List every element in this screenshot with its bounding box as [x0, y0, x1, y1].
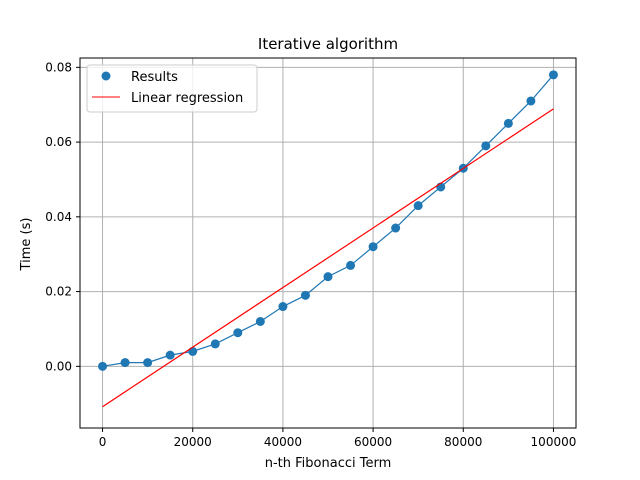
results-point [143, 358, 153, 368]
y-axis: 0.00 0.02 0.04 0.06 0.08 [45, 60, 80, 373]
results-point [346, 260, 356, 270]
y-tick-label: 0.02 [45, 285, 72, 299]
results-point [368, 242, 378, 252]
x-tick-label: 20000 [174, 435, 212, 449]
results-point [481, 141, 491, 151]
x-tick-label: 100000 [531, 435, 577, 449]
results-point [165, 350, 175, 360]
grid [80, 58, 576, 428]
results-point [233, 328, 243, 338]
results-point [413, 201, 423, 211]
legend-label-linear-regression: Linear regression [131, 91, 243, 106]
results-point [503, 118, 513, 128]
x-tick-label: 0 [99, 435, 107, 449]
series-layer [98, 70, 558, 408]
linear-regression-line [102, 108, 554, 408]
results-point [98, 361, 108, 371]
x-tick-label: 40000 [264, 435, 302, 449]
y-tick-label: 0.04 [45, 210, 72, 224]
results-point [391, 223, 401, 233]
results-point [188, 346, 198, 356]
results-point [120, 358, 130, 368]
results-point [526, 96, 536, 106]
x-axis-label: n-th Fibonacci Term [265, 456, 392, 471]
legend-label-results: Results [131, 70, 178, 85]
y-axis-label: Time (s) [19, 218, 34, 272]
x-tick-label: 80000 [444, 435, 482, 449]
results-point [278, 302, 288, 312]
y-tick-label: 0.00 [45, 359, 72, 373]
legend: Results Linear regression [86, 64, 258, 113]
results-point [300, 290, 310, 300]
legend-box [86, 64, 258, 113]
results-point [548, 70, 558, 80]
y-tick-label: 0.08 [45, 60, 72, 74]
x-axis: 0 20000 40000 60000 80000 100000 [99, 428, 577, 449]
x-tick-label: 60000 [354, 435, 392, 449]
results-point [210, 339, 220, 349]
chart-title: Iterative algorithm [258, 35, 398, 53]
y-tick-label: 0.06 [45, 135, 72, 149]
results-point [323, 272, 333, 282]
results-point [255, 316, 265, 326]
plot-frame [79, 57, 577, 429]
legend-marker-results [101, 71, 111, 81]
